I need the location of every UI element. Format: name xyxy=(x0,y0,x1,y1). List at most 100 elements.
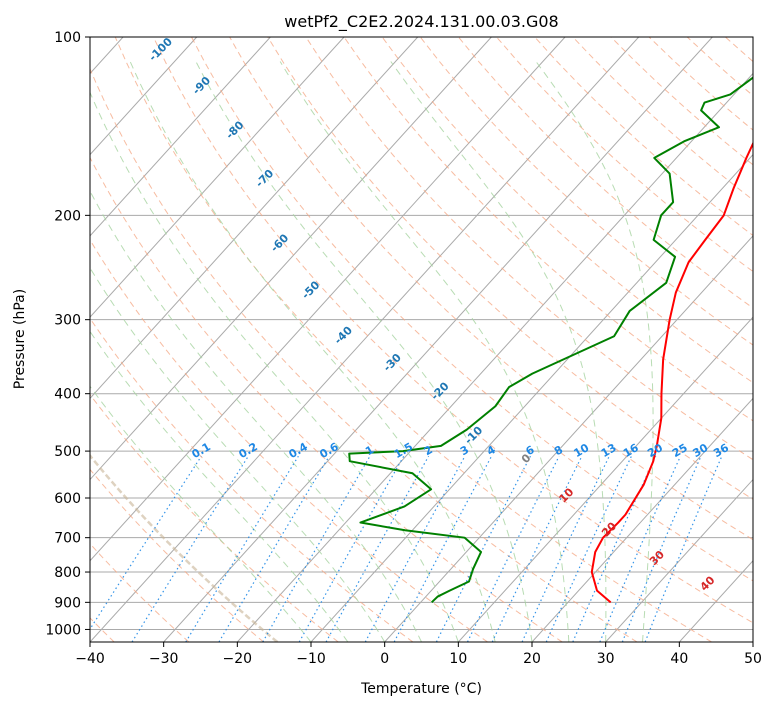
y-tick-label: 700 xyxy=(54,531,81,547)
isotherm-line xyxy=(605,478,753,642)
adiabat-label-layer: 0.1 0.2 0.4 0.6 1 1.5 2 3 4 6 8 10 13 16 20 25 30 36-100-… xyxy=(146,35,731,594)
dry-adiabat-label: -40 xyxy=(332,324,355,347)
isotherm-line xyxy=(531,397,753,642)
mixing-ratio-label: 0.6 xyxy=(317,440,341,461)
dry-adiabat xyxy=(114,37,713,642)
dry-adiabat xyxy=(419,37,753,346)
dewpoint-profile-line xyxy=(348,76,753,604)
mixing-ratio-line xyxy=(621,455,702,642)
moist-adiabat xyxy=(390,61,607,642)
dry-adiabat-label: -60 xyxy=(268,231,291,254)
x-tick-label: −10 xyxy=(296,651,326,667)
dry-adiabat xyxy=(90,67,638,642)
x-tick-label: −20 xyxy=(223,651,253,667)
mixing-ratio-line xyxy=(218,455,330,642)
dry-adiabat xyxy=(229,37,753,541)
dry-adiabat xyxy=(90,238,488,642)
moist-adiabat xyxy=(90,330,349,642)
dry-adiabat xyxy=(90,317,414,642)
isotherm-line xyxy=(752,641,753,642)
x-axis-label: Temperature (°C) xyxy=(360,681,482,697)
mixing-ratio-label: 13 xyxy=(599,441,619,460)
dry-adiabat-255 xyxy=(90,453,279,642)
y-tick-label: 1000 xyxy=(45,622,81,638)
mixing-ratio-label: 10 xyxy=(571,441,591,460)
isotherm-line xyxy=(236,72,753,642)
mixing-ratio-label: 4 xyxy=(485,443,498,458)
dry-adiabat xyxy=(191,37,753,582)
isotherm-line xyxy=(678,560,753,642)
isotherm-line xyxy=(384,235,753,642)
dry-adiabat xyxy=(610,37,753,166)
y-tick-label: 400 xyxy=(54,387,81,403)
moist-adiabat xyxy=(90,385,312,642)
dry-adiabat xyxy=(686,37,753,97)
dry-adiabat xyxy=(90,393,339,642)
mixing-ratio-line xyxy=(545,455,632,642)
moist-adiabat xyxy=(90,267,386,642)
isotherm-line xyxy=(90,37,640,642)
dry-adiabat xyxy=(267,37,753,500)
isotherm-line xyxy=(457,316,753,642)
isotherm-line xyxy=(90,37,271,237)
isotherm-line xyxy=(90,37,198,156)
mixing-ratio-line xyxy=(262,455,371,642)
dry-adiabat-label: 40 xyxy=(698,573,718,593)
dry-adiabat-label: -10 xyxy=(462,424,485,447)
isotherm-line xyxy=(90,37,566,562)
mixing-ratio-line xyxy=(393,455,493,642)
moist-adiabat xyxy=(535,61,654,642)
x-tick-label: 0 xyxy=(380,651,389,667)
dry-adiabat xyxy=(458,37,753,309)
dry-adiabat xyxy=(90,542,190,642)
series-layer xyxy=(348,76,753,604)
isotherm-line xyxy=(90,37,492,481)
y-tick-label: 800 xyxy=(54,565,81,581)
dry-adiabat xyxy=(90,468,264,642)
y-tick-label: 600 xyxy=(54,491,81,507)
y-tick-label: 200 xyxy=(54,208,81,224)
mixing-ratio-label: 25 xyxy=(670,441,690,460)
mixing-ratio-label: 1.5 xyxy=(392,440,415,461)
dry-adiabat xyxy=(763,37,775,642)
moist-adiabat xyxy=(195,61,533,642)
isotherm-line xyxy=(90,37,419,400)
dry-adiabat-label: 20 xyxy=(599,519,619,539)
y-tick-label: 300 xyxy=(54,313,81,329)
mixing-ratio-line xyxy=(491,455,583,642)
dry-adiabat xyxy=(90,156,563,642)
x-tick-label: 50 xyxy=(744,651,762,667)
mixing-ratio-line xyxy=(364,455,466,642)
x-tick-label: 20 xyxy=(523,651,541,667)
chart-title: wetPf2_C2E2.2024.131.00.03.G08 xyxy=(284,12,558,32)
mixing-ratio-label: 0.4 xyxy=(286,440,310,461)
dry-adiabat-label: -50 xyxy=(299,278,322,301)
dry-adiabat xyxy=(648,37,753,131)
x-tick-label: 10 xyxy=(449,651,467,667)
mixing-ratio-line xyxy=(644,455,723,642)
mixing-ratio-line xyxy=(599,455,682,642)
isotherm-line xyxy=(90,37,345,318)
y-tick-label: 900 xyxy=(54,595,81,611)
mixing-ratio-line xyxy=(298,455,405,642)
mixing-ratio-label: 30 xyxy=(691,441,711,460)
mixing-ratio-line xyxy=(90,455,202,631)
x-tick-label: 30 xyxy=(597,651,615,667)
x-tick-label: −30 xyxy=(149,651,179,667)
x-tick-label: 40 xyxy=(670,651,688,667)
mixing-ratio-label: 20 xyxy=(645,441,665,460)
moist-adiabat xyxy=(279,61,570,642)
moist-adiabat xyxy=(90,91,459,642)
dry-adiabat-label: -30 xyxy=(381,351,404,374)
plot-frame xyxy=(89,36,754,643)
moist-adiabat xyxy=(129,61,496,642)
dry-adiabat-label: 30 xyxy=(647,548,667,568)
dry-adiabat-label: -80 xyxy=(223,118,246,141)
mixing-ratio-label: 0.1 xyxy=(190,440,213,461)
x-tick-label: −40 xyxy=(75,651,105,667)
mixing-ratio-line xyxy=(466,455,560,642)
dry-adiabat-label: -100 xyxy=(146,35,175,64)
moist-adiabat xyxy=(90,190,422,642)
dry-adiabat-label: -90 xyxy=(190,74,213,97)
mixing-ratio-line xyxy=(521,455,610,642)
